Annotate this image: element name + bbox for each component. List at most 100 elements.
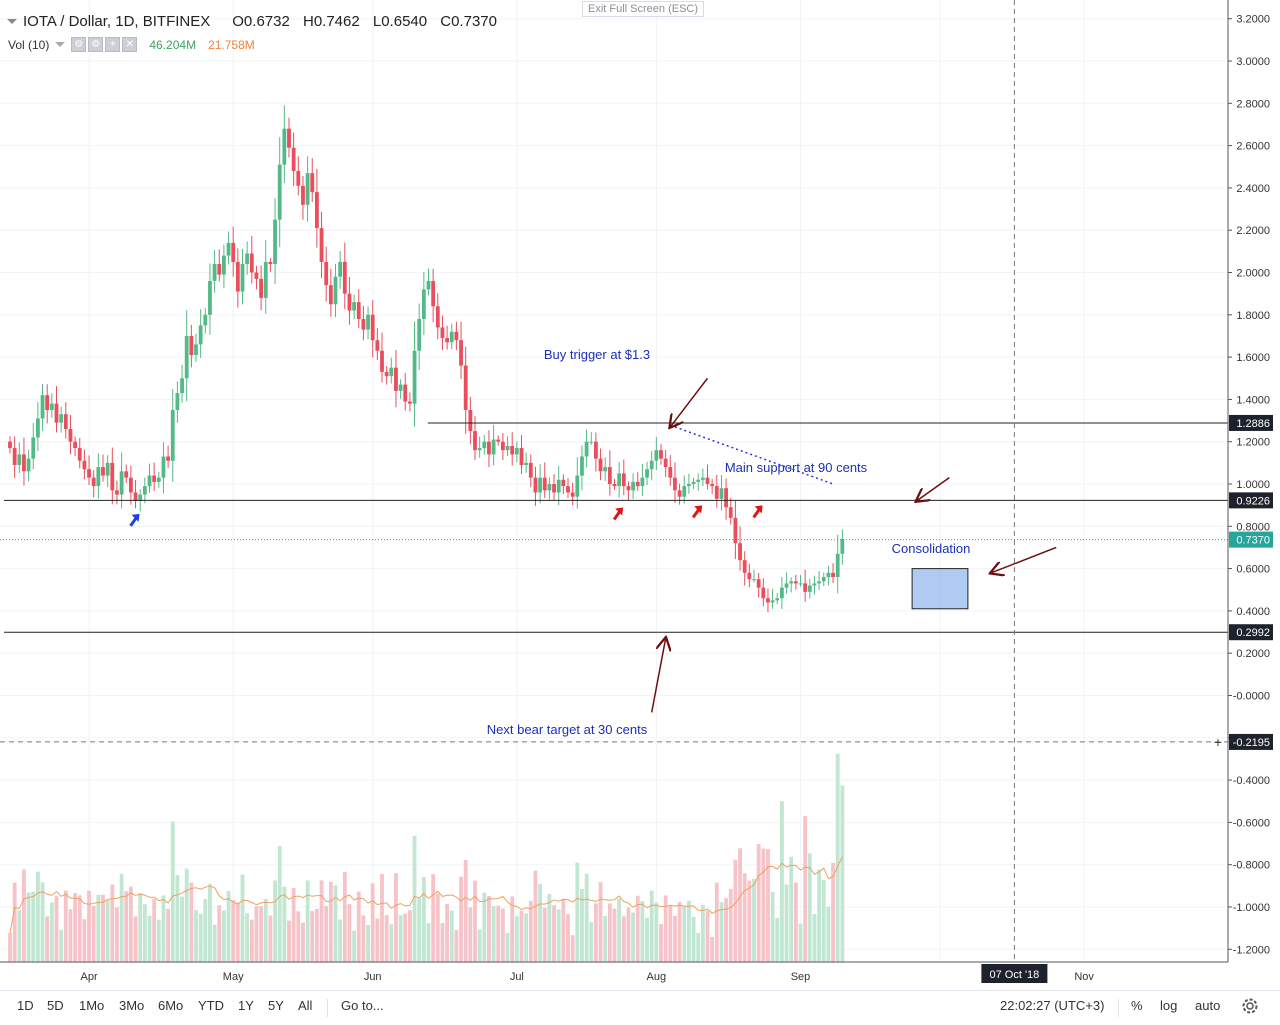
- volume-bar: [63, 890, 68, 962]
- volume-bar: [305, 880, 310, 962]
- candle-body: [570, 492, 575, 497]
- range-ytd-button[interactable]: YTD: [198, 998, 224, 1013]
- range-1d-button[interactable]: 1D: [17, 998, 34, 1013]
- candle-body: [728, 507, 733, 518]
- candle-body: [338, 261, 343, 277]
- volume-bar: [747, 880, 752, 962]
- candle-body: [505, 445, 510, 451]
- candle-body: [152, 475, 157, 482]
- volume-bar: [394, 873, 398, 962]
- volume-bar: [612, 908, 617, 962]
- candle-body: [263, 261, 268, 298]
- crosshair-date-bg: [981, 964, 1048, 983]
- volume-bar: [231, 900, 236, 962]
- candle-body: [68, 429, 73, 442]
- range-1y-button[interactable]: 1Y: [238, 998, 254, 1013]
- volume-bar: [189, 882, 194, 962]
- time-tick-label: Apr: [80, 971, 97, 983]
- price-tick-label: 1.2000: [1236, 437, 1270, 449]
- volume-bar: [161, 895, 166, 962]
- time-tick-label: May: [223, 971, 244, 983]
- drawing-overlays: + Buy trigger at $1.3 Main support at 90 c…: [0, 0, 1228, 962]
- volume-bar: [31, 891, 36, 962]
- volume-bar: [445, 903, 449, 962]
- range-3mo-button[interactable]: 3Mo: [119, 998, 145, 1013]
- candle-body: [91, 477, 96, 487]
- volume-bar: [742, 873, 747, 962]
- volume-bar: [8, 933, 12, 962]
- volume-bar: [524, 913, 529, 962]
- candle-body: [840, 538, 845, 554]
- candle-body: [282, 128, 287, 165]
- volume-bar: [338, 919, 343, 962]
- candle-body: [59, 414, 64, 423]
- volume-bar: [45, 916, 50, 962]
- range-5d-button[interactable]: 5D: [47, 998, 64, 1013]
- percent-toggle[interactable]: %: [1131, 998, 1143, 1013]
- volume-bar: [821, 879, 826, 962]
- range-all-button[interactable]: All: [298, 998, 313, 1013]
- candle-body: [26, 458, 31, 472]
- candle-body: [738, 543, 742, 561]
- toolbar-divider: [327, 999, 328, 1017]
- candle-body: [561, 479, 566, 487]
- gear-icon[interactable]: [1240, 996, 1260, 1016]
- price-label: 0.7370: [1236, 535, 1270, 547]
- candle-body: [184, 335, 189, 379]
- candle-body: [129, 477, 133, 493]
- candle-body: [310, 173, 315, 193]
- volume-bar: [840, 785, 845, 962]
- candle-body: [77, 448, 82, 461]
- candle-body: [291, 147, 296, 171]
- log-toggle[interactable]: log: [1160, 998, 1178, 1013]
- volume-bar: [496, 905, 501, 962]
- candle-body: [119, 471, 124, 495]
- volume-bar: [254, 906, 259, 962]
- range-6mo-button[interactable]: 6Mo: [158, 998, 184, 1013]
- candle-body: [138, 494, 143, 501]
- candle-body: [459, 340, 463, 366]
- volume-bar: [152, 899, 157, 962]
- clock-readout[interactable]: 22:02:27 (UTC+3): [1000, 998, 1105, 1013]
- candle-body: [612, 484, 617, 487]
- auto-toggle[interactable]: auto: [1195, 998, 1221, 1013]
- volume-bar: [775, 917, 780, 962]
- candle-body: [533, 477, 538, 493]
- candle-body: [631, 481, 635, 491]
- price-label-bg: [1229, 414, 1273, 431]
- candle-body: [598, 458, 603, 472]
- volume-ma-line: [9, 856, 843, 934]
- candle-body: [235, 261, 240, 292]
- volume-bar: [12, 882, 17, 962]
- volume-bar: [156, 919, 161, 962]
- range-1mo-button[interactable]: 1Mo: [79, 998, 105, 1013]
- candle-body: [491, 439, 496, 455]
- goto-button[interactable]: Go to...: [341, 998, 384, 1013]
- candle-body: [394, 367, 398, 391]
- volume-bar: [761, 848, 766, 962]
- candle-body: [538, 477, 542, 493]
- candle-body: [705, 477, 710, 484]
- candle-body: [370, 314, 375, 341]
- price-axis[interactable]: 3.2000 3.0000 2.8000 2.6000 2.4000 2.2000 2.00…: [1227, 0, 1273, 962]
- candle-body: [380, 350, 384, 372]
- candle-body: [556, 479, 561, 493]
- candle-body: [607, 467, 612, 484]
- candle-body: [208, 280, 212, 315]
- candle-body: [245, 253, 250, 265]
- candle-body: [524, 462, 529, 465]
- candle-body: [328, 285, 333, 305]
- candlesticks: [8, 105, 845, 613]
- volume-bar: [175, 875, 180, 962]
- range-5y-button[interactable]: 5Y: [268, 998, 284, 1013]
- time-axis[interactable]: Apr May Jun Jul Aug Sep Nov 07 Oct '18: [0, 961, 1228, 983]
- candle-body: [389, 367, 394, 377]
- volume-bar: [663, 895, 668, 962]
- exit-fullscreen-button[interactable]: Exit Full Screen (ESC): [582, 1, 705, 17]
- marker-arrow-icon: [615, 507, 624, 516]
- annotation-text: Consolidation: [892, 541, 971, 556]
- candle-body: [775, 598, 780, 601]
- volume-bar: [463, 860, 468, 962]
- volume-bar: [319, 880, 324, 962]
